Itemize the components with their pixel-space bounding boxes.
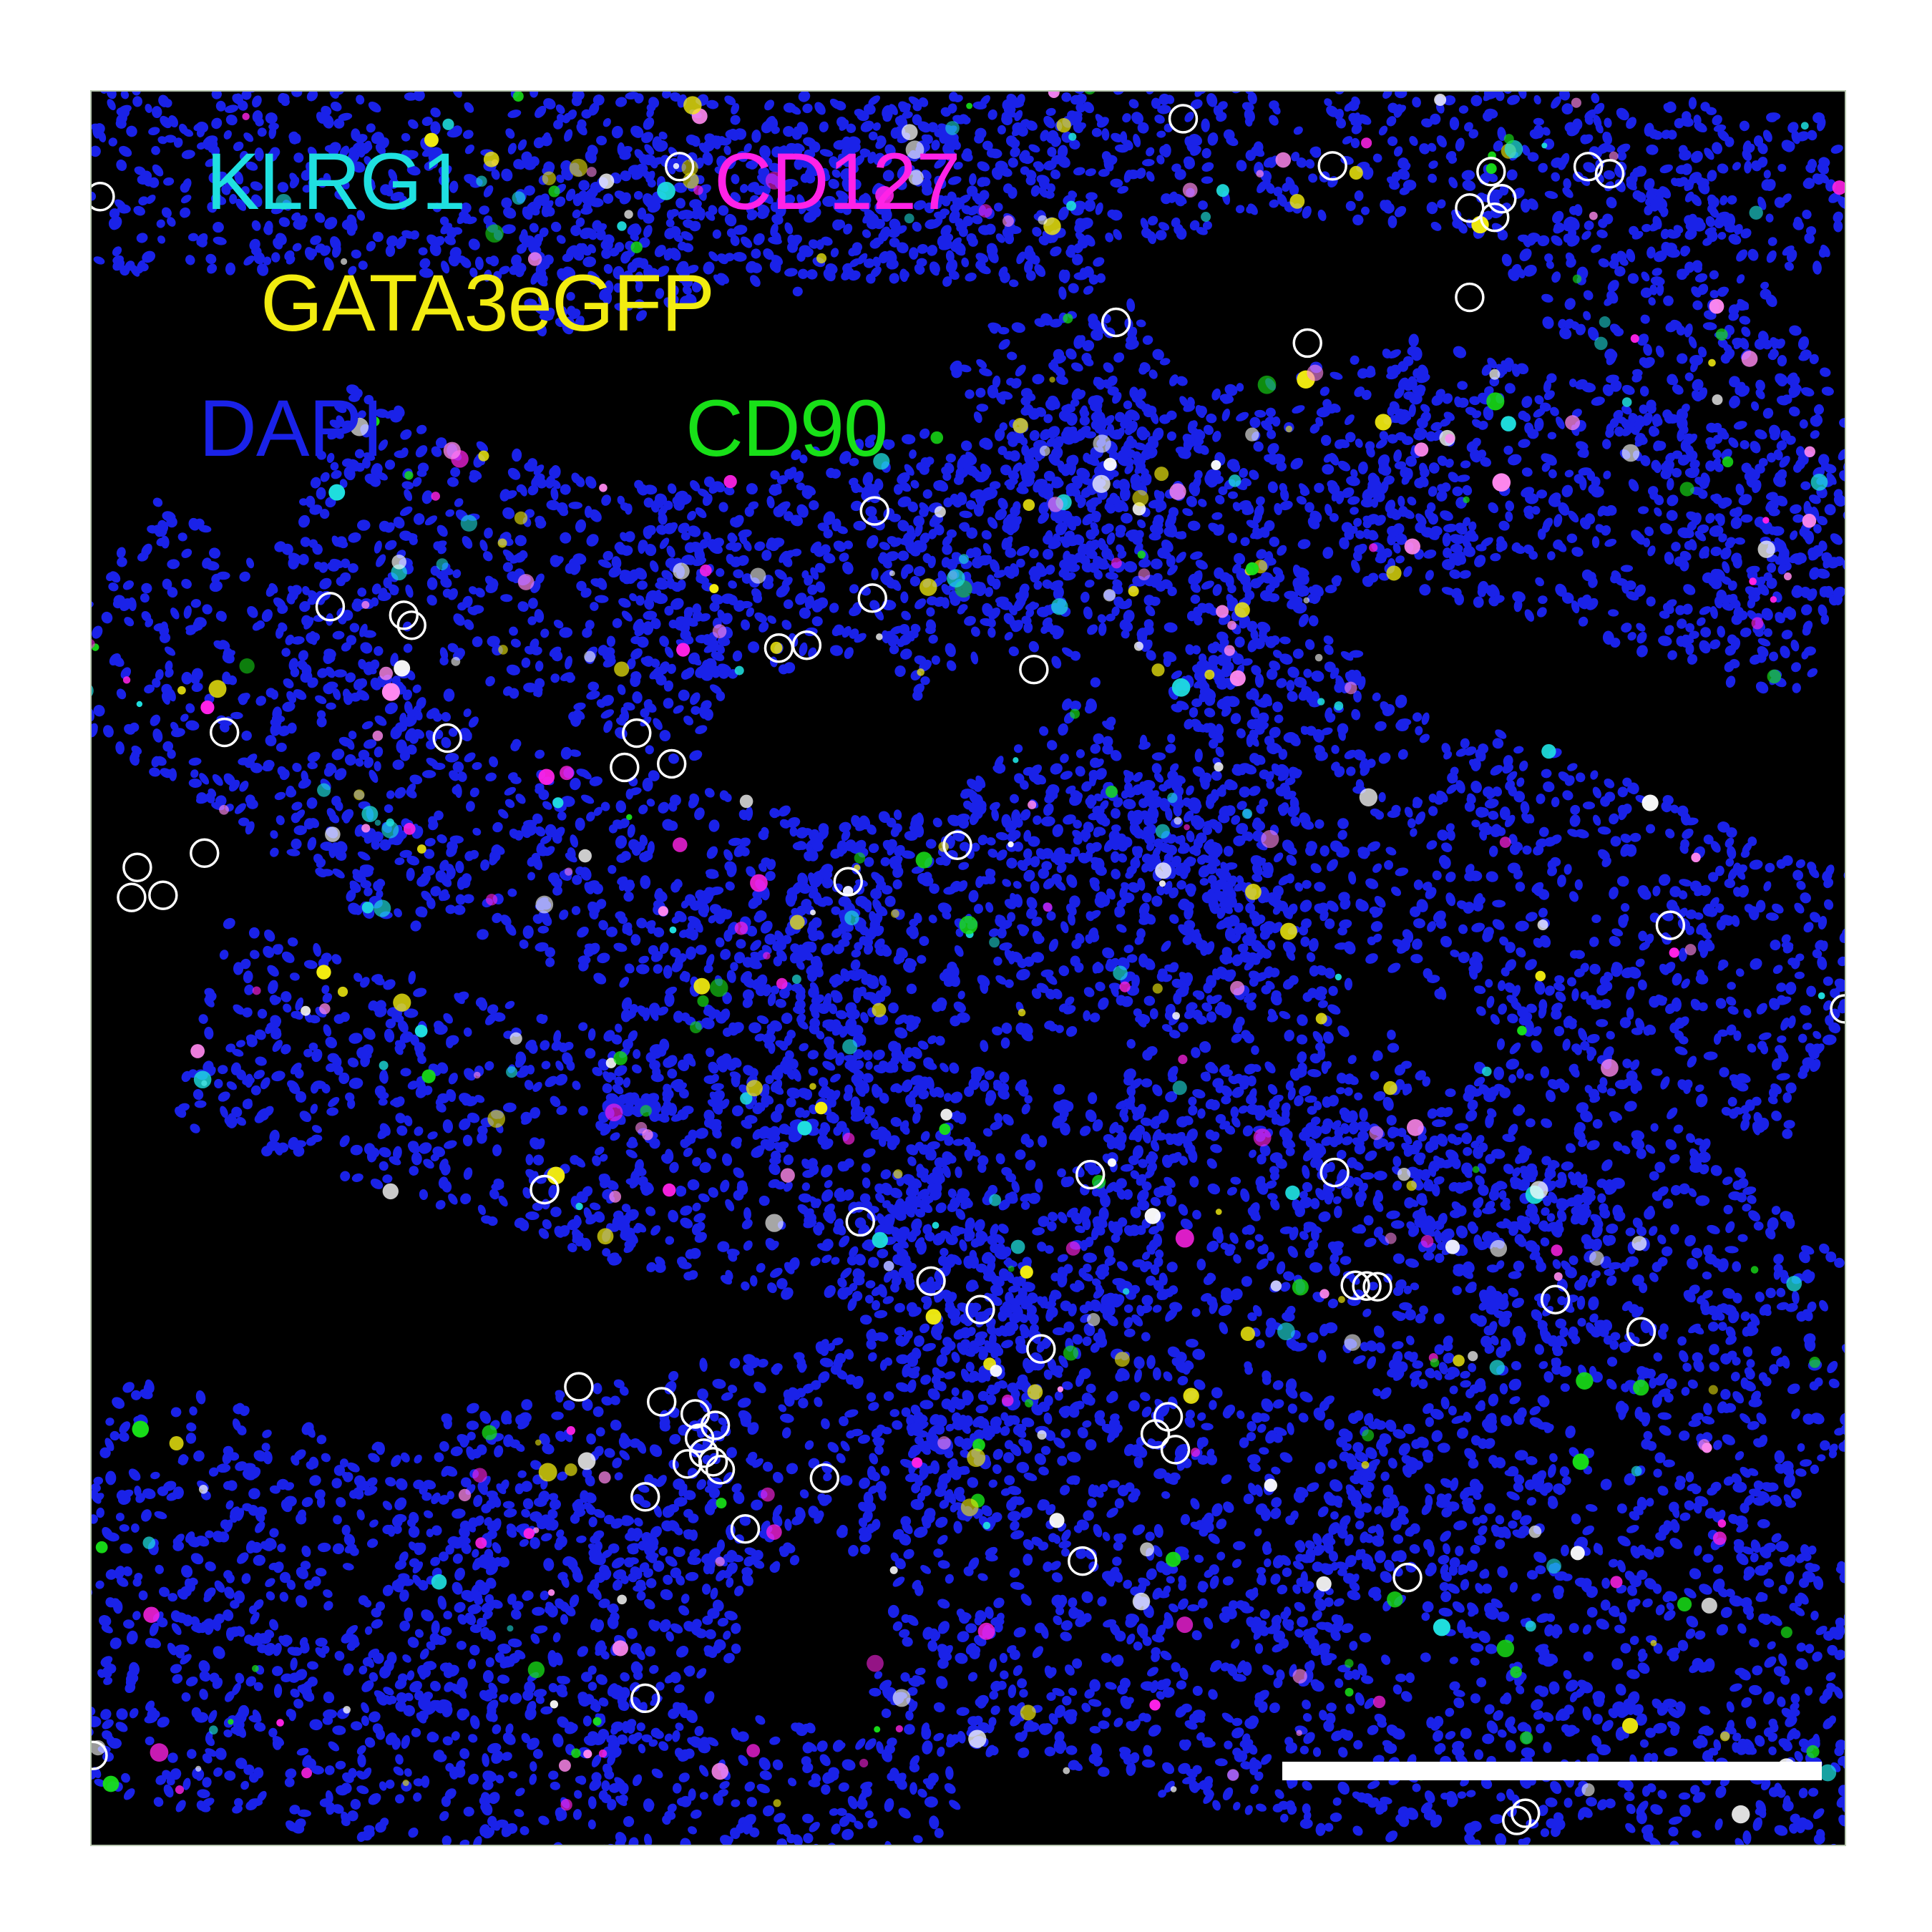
cell-marker-ring bbox=[688, 1438, 719, 1468]
cell-marker-ring bbox=[1540, 1284, 1571, 1314]
cell-marker-ring bbox=[564, 1372, 594, 1402]
cell-marker-ring bbox=[1101, 307, 1131, 338]
cell-marker-ring bbox=[656, 748, 687, 779]
cell-marker-ring bbox=[705, 1455, 736, 1485]
cell-marker-ring bbox=[1340, 1270, 1370, 1300]
circled-cell-markers bbox=[92, 104, 1845, 1835]
cell-marker-ring bbox=[432, 723, 462, 753]
cell-marker-ring bbox=[1317, 151, 1347, 181]
cell-marker-ring bbox=[396, 610, 426, 640]
cell-marker-ring bbox=[857, 583, 887, 613]
cell-marker-ring bbox=[1160, 1435, 1191, 1465]
cell-marker-ring bbox=[1476, 157, 1506, 187]
cell-marker-ring bbox=[148, 880, 178, 910]
cell-marker-ring bbox=[190, 838, 220, 868]
cell-marker-ring bbox=[610, 752, 640, 783]
cell-marker-ring bbox=[1392, 1562, 1423, 1593]
cell-marker-ring bbox=[389, 600, 419, 630]
cell-marker-ring bbox=[1068, 1546, 1098, 1576]
cell-marker-ring bbox=[672, 1449, 703, 1479]
cell-marker-ring bbox=[698, 1447, 728, 1477]
cell-marker-ring bbox=[833, 867, 863, 897]
cell-marker-ring bbox=[1594, 159, 1625, 189]
cell-marker-ring bbox=[859, 496, 889, 526]
cell-marker-ring bbox=[1352, 1271, 1382, 1301]
cell-marker-ring bbox=[1319, 1157, 1350, 1188]
micrograph-frame: KLRG1 CD127 GATA3eGFP DAPI CD90 bbox=[90, 90, 1846, 1846]
cell-marker-ring bbox=[646, 1387, 677, 1417]
cell-marker-ring bbox=[209, 717, 240, 748]
nuclei-layer bbox=[92, 92, 1845, 1845]
cell-marker-ring bbox=[622, 718, 652, 748]
cell-marker-ring bbox=[1026, 1334, 1056, 1364]
cell-marker-ring bbox=[916, 1266, 946, 1297]
cell-marker-ring bbox=[730, 1514, 761, 1544]
channel-label-klrg1: KLRG1 bbox=[206, 137, 466, 226]
cell-marker-ring bbox=[530, 1174, 560, 1205]
cell-marker-ring bbox=[1655, 910, 1686, 940]
cell-marker-ring bbox=[1480, 202, 1510, 233]
cell-marker-ring bbox=[1019, 654, 1049, 685]
cell-marker-ring bbox=[630, 1482, 660, 1512]
scale-bar bbox=[1282, 1762, 1822, 1780]
cell-marker-ring bbox=[1168, 104, 1199, 134]
cell-marker-ring bbox=[791, 630, 822, 660]
cell-marker-ring bbox=[1075, 1159, 1106, 1190]
cell-marker-ring bbox=[1362, 1272, 1392, 1302]
cell-marker-ring bbox=[1140, 1419, 1171, 1449]
marker-signal-layer bbox=[92, 92, 1845, 1824]
cell-marker-ring bbox=[845, 1206, 875, 1237]
cell-marker-ring bbox=[1455, 282, 1485, 313]
cell-marker-ring bbox=[1502, 1805, 1532, 1835]
cell-marker-ring bbox=[630, 1683, 660, 1714]
cell-marker-ring bbox=[117, 882, 147, 912]
cell-marker-ring bbox=[1626, 1317, 1657, 1347]
cell-marker-ring bbox=[684, 1423, 715, 1453]
cell-marker-ring bbox=[1292, 328, 1322, 358]
channel-label-dapi: DAPI bbox=[199, 384, 384, 473]
cell-marker-ring bbox=[122, 852, 152, 882]
cell-marker-ring bbox=[942, 830, 972, 860]
cell-marker-ring bbox=[965, 1294, 995, 1324]
cell-marker-ring bbox=[1573, 152, 1604, 182]
cell-marker-ring bbox=[92, 182, 115, 212]
cell-marker-ring bbox=[664, 152, 695, 182]
cell-marker-ring bbox=[1487, 184, 1517, 214]
cell-marker-ring bbox=[809, 1463, 840, 1493]
channel-label-cd90: CD90 bbox=[686, 384, 888, 473]
cell-marker-ring bbox=[1455, 193, 1485, 223]
cell-marker-ring bbox=[92, 1740, 108, 1770]
cell-marker-ring bbox=[1830, 994, 1845, 1024]
cell-marker-ring bbox=[315, 592, 346, 622]
channel-label-gata3egfp: GATA3eGFP bbox=[260, 258, 715, 348]
channel-label-cd127: CD127 bbox=[714, 137, 961, 226]
cell-marker-ring bbox=[1511, 1798, 1541, 1828]
fluorescence-image bbox=[92, 92, 1845, 1845]
